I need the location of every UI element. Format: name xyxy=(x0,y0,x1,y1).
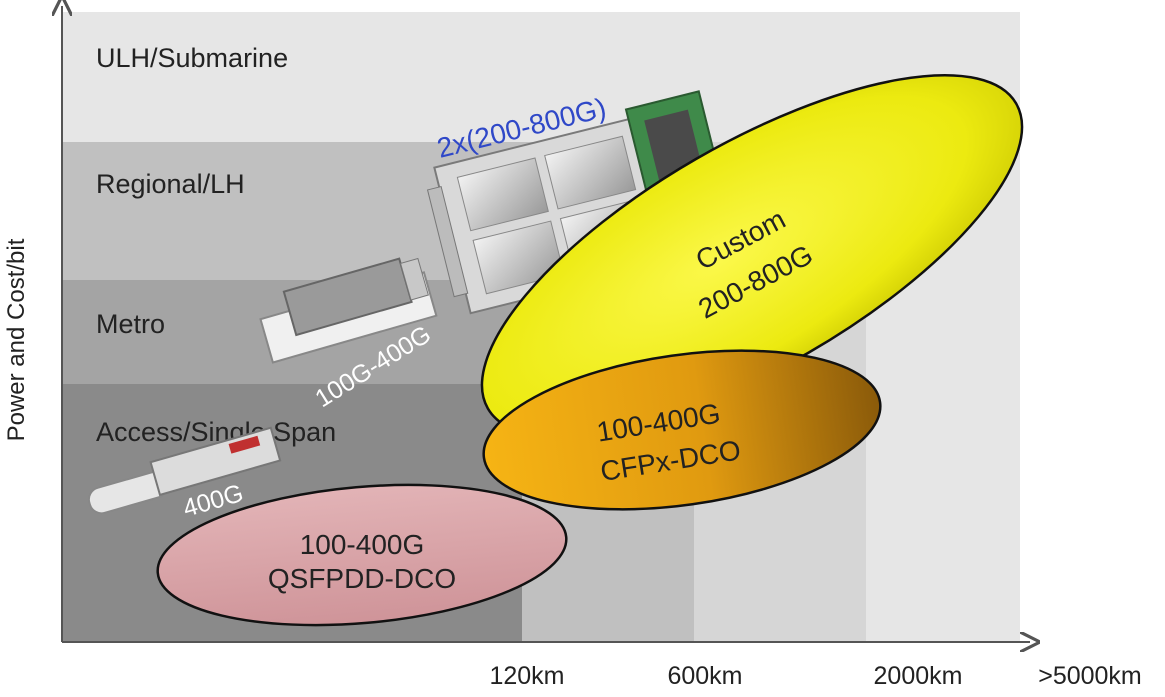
y-axis-label: Power and Cost/bit xyxy=(3,238,30,441)
tier-label-metro: Metro xyxy=(96,309,165,339)
qsfpdd-line2: QSFPDD-DCO xyxy=(268,563,456,594)
tier-label-regional: Regional/LH xyxy=(96,169,245,199)
x-tick-5000km: >5000km xyxy=(1038,662,1142,690)
x-tick-120km: 120km xyxy=(489,662,564,690)
tier-label-ulh: ULH/Submarine xyxy=(96,43,288,73)
tier-label-access: Access/Single Span xyxy=(96,417,336,447)
ellipse-cfpx: 100-400G CFPx-DCO xyxy=(482,349,882,511)
ellipse-custom: Custom 200-800G xyxy=(480,74,1024,438)
x-tick-600km: 600km xyxy=(667,662,742,690)
tier-labels: ULH/Submarine Regional/LH Metro Access/S… xyxy=(96,43,336,447)
qsfpdd-line1: 100-400G xyxy=(300,529,425,560)
ellipse-qsfpdd: 100-400G QSFPDD-DCO xyxy=(156,483,568,627)
medium-module-image xyxy=(259,257,438,364)
axes: Power and Cost/bit 120km 600km 2000km >5… xyxy=(3,6,1142,690)
x-tick-2000km: 2000km xyxy=(874,662,963,690)
small-module-image xyxy=(87,426,282,515)
